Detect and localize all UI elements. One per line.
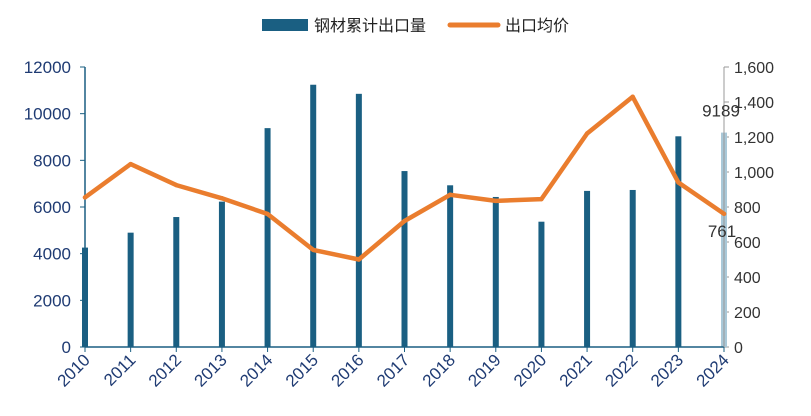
line-point-2012 [174,182,179,188]
x-axis: 2010 2011 2012 2013 2014 2015 2016 2017 2018 2019… [54,347,733,391]
bar-2015 [310,84,317,347]
left-tick-label: 8000 [33,151,71,170]
line-point-2016 [356,257,362,262]
bar-2021 [584,190,591,347]
line-point-2020 [539,196,544,202]
bar-2011 [127,232,134,347]
line-point-2018 [447,192,453,197]
x-tick-label: 2018 [419,350,459,390]
x-tick-label: 2010 [54,350,94,390]
legend-bar-swatch [262,19,308,31]
bar-2020 [538,221,545,347]
bar-2014 [264,128,271,347]
bar-2023 [675,136,682,347]
x-tick-label: 2013 [191,350,231,390]
right-tick-label: 600 [734,235,761,252]
line-point-2024 [721,211,727,217]
x-tick-label: 2014 [236,350,276,390]
x-tick-label: 2017 [373,350,413,390]
line-point-2022 [630,94,635,99]
x-tick-label: 2011 [100,350,139,389]
bar-2012 [173,217,180,347]
x-tick-label: 2020 [510,350,550,390]
right-tick-label: 1,000 [734,165,774,182]
bar-series [82,84,727,347]
x-tick-label: 2012 [145,350,185,390]
legend-bar-label: 钢材累计出口量 [314,17,426,35]
line-point-2010 [82,195,88,200]
left-tick-label: 0 [62,338,71,357]
legend-line-label: 出口均价 [505,17,569,35]
left-tick-label: 12000 [24,58,71,77]
line-point-2011 [128,161,133,167]
data-label-line: 761 [708,222,736,241]
legend: 钢材累计出口量 出口均价 [262,17,569,35]
left-tick-label: 2000 [33,291,71,310]
right-tick-label: 800 [734,200,761,217]
bar-2018 [447,185,454,347]
left-tick-label: 6000 [33,198,71,217]
bar-2013 [218,201,225,347]
line-point-2015 [311,247,316,253]
bar-2017 [401,171,408,347]
x-tick-label: 2023 [647,350,687,390]
line-point-2021 [584,131,590,136]
line-point-2017 [402,218,407,224]
right-tick-label: 1,400 [734,95,774,112]
line-point-2013 [219,196,225,201]
line-series [82,94,727,262]
annotations: 9189 761 [702,102,740,241]
x-tick-label: 2021 [556,350,596,390]
line-point-2014 [265,211,270,217]
line-point-2019 [493,198,498,204]
x-tick-label: 2015 [282,350,322,390]
left-axis: 0 2000 4000 6000 8000 10000 12000 [24,58,85,357]
data-label-bar: 9189 [702,102,740,121]
x-tick-label: 2019 [464,350,504,390]
left-tick-label: 4000 [33,245,71,264]
right-tick-label: 400 [734,270,761,287]
left-tick-label: 10000 [24,105,71,124]
right-tick-label: 1,600 [734,60,774,77]
bar-2019 [492,196,499,347]
right-tick-label: 1,200 [734,130,774,147]
line-point-2023 [676,180,681,185]
right-tick-label: 200 [734,305,761,322]
bar-2022 [629,189,636,347]
right-tick-label: 0 [734,340,743,357]
bar-2016 [355,93,362,347]
x-tick-label: 2016 [328,350,368,390]
x-tick-label: 2024 [693,350,733,390]
x-tick-label: 2022 [601,350,641,390]
